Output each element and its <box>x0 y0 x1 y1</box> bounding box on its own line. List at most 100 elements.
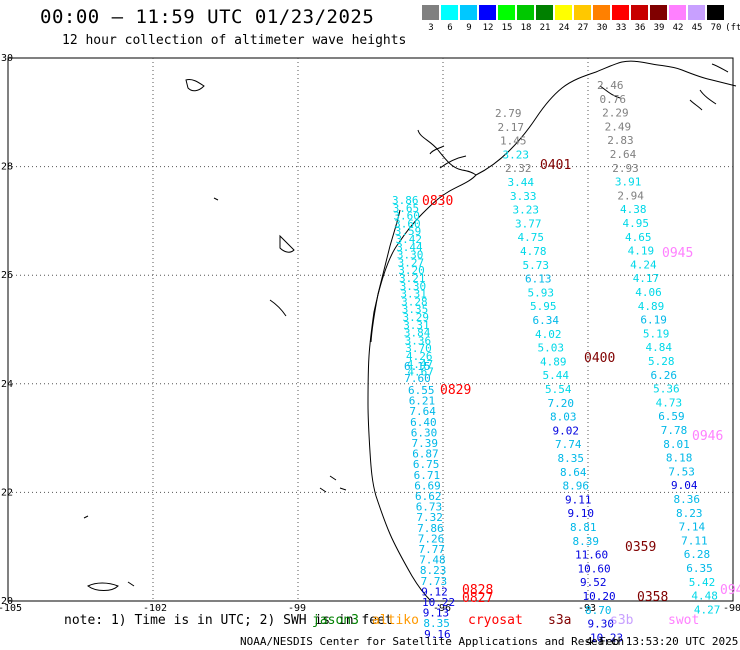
wave-height-point: 8.64 <box>560 466 587 479</box>
wave-height-point: 7.14 <box>679 521 706 534</box>
wave-height-point: 6.73 <box>416 501 443 514</box>
lat-tick-label: 20 <box>1 596 13 607</box>
wave-height-point: 5.28 <box>648 355 675 368</box>
wave-height-point: 3.27 <box>398 256 425 269</box>
wave-height-point: 10.22 <box>422 596 455 609</box>
wave-height-point: 4.26 <box>406 350 433 363</box>
wave-height-point: 8.35 <box>423 617 450 630</box>
wave-height-point: 5.95 <box>530 300 557 313</box>
wave-height-point: 8.39 <box>573 535 600 548</box>
pass-time-label: 0946 <box>692 429 723 444</box>
wave-height-point: 3.23 <box>513 204 540 217</box>
pass-time-label: 0400 <box>584 351 615 366</box>
wave-height-point: 6.13 <box>525 273 552 286</box>
footer-note: note: 1) Time is in UTC; 2) SWH is in fe… <box>64 613 393 628</box>
wave-height-point: 5.03 <box>538 342 565 355</box>
wave-height-point: 6.26 <box>651 369 678 382</box>
color-scale-swatch <box>593 5 610 20</box>
wave-height-point: 2.64 <box>610 148 637 161</box>
wave-height-point: 8.70 <box>585 604 612 617</box>
wave-height-point: 6.30 <box>411 426 438 439</box>
wave-height-point: 3.30 <box>400 280 427 293</box>
wave-height-point: 3.91 <box>615 176 642 189</box>
pass-time-label: 0828 <box>462 583 493 598</box>
wave-height-point: 7.53 <box>668 465 695 478</box>
wave-height-point: 4.89 <box>638 300 665 313</box>
wave-height-point: 5.44 <box>543 369 570 382</box>
color-scale-label: 30 <box>596 23 608 33</box>
wave-height-point: 4.84 <box>646 341 673 354</box>
lon-tick-label: -96 <box>433 603 451 614</box>
lon-tick-label: -102 <box>143 603 167 614</box>
wave-height-point: 4.24 <box>630 258 657 271</box>
color-scale-swatch <box>536 5 553 20</box>
wave-height-point: 9.30 <box>588 618 615 631</box>
wave-height-point: 3.77 <box>515 217 542 230</box>
wave-height-point: 3.31 <box>400 288 427 301</box>
pass-time-label: 0358 <box>637 590 668 605</box>
wave-height-point: 9.02 <box>553 424 580 437</box>
wave-height-point: 3.44 <box>396 241 423 254</box>
wave-height-point: 3.30 <box>397 249 424 262</box>
color-scale-swatch <box>517 5 534 20</box>
color-scale-swatch <box>688 5 705 20</box>
wave-height-point: 10.60 <box>578 562 611 575</box>
color-scale-swatch <box>650 5 667 20</box>
color-scale-label: 6 <box>447 23 453 33</box>
generation-timestamp: 4 Feb 13:53:20 UTC 2025 <box>586 635 739 648</box>
color-scale-swatch <box>612 5 629 20</box>
wave-height-point: 4.65 <box>625 231 652 244</box>
wave-height-point: 8.81 <box>570 521 597 534</box>
wave-height-point: 7.11 <box>681 534 708 547</box>
color-scale-label: 12 <box>482 23 494 33</box>
wave-height-point: 9.16 <box>424 628 451 641</box>
color-scale-swatch <box>669 5 686 20</box>
wave-height-point: 2.93 <box>612 162 639 175</box>
wave-height-point: 8.36 <box>674 493 701 506</box>
wave-height-point: 3.59 <box>395 225 422 238</box>
wave-height-point: 5.73 <box>523 259 550 272</box>
wave-height-point: 4.19 <box>628 245 655 258</box>
wave-height-point: 2.94 <box>617 189 644 202</box>
wave-height-point: 3.60 <box>393 210 420 223</box>
wave-height-point: 5.36 <box>653 383 680 396</box>
wave-height-point: 4.48 <box>691 590 718 603</box>
pass-time-label: 0829 <box>440 383 471 398</box>
lat-tick-label: 30 <box>1 53 13 64</box>
wave-height-point: 2.83 <box>607 134 634 147</box>
wave-height-point: 2.46 <box>597 79 624 92</box>
color-scale-swatch <box>422 5 439 20</box>
wave-height-point: 3.20 <box>398 264 425 277</box>
altimeter-wave-heights: 3.863.653.603.603.593.423.443.303.273.20… <box>392 79 720 644</box>
wave-height-point: 3.23 <box>503 148 530 161</box>
color-scale-swatch <box>460 5 477 20</box>
wave-height-point: 7.86 <box>417 522 444 535</box>
wave-height-point: 6.87 <box>412 448 439 461</box>
color-scale-swatch <box>479 5 496 20</box>
wave-height-point: 1.45 <box>500 135 527 148</box>
satellite-legend-item: altiko <box>372 613 419 628</box>
pass-time-label: 0945 <box>662 246 693 261</box>
wave-height-point: 8.96 <box>563 480 590 493</box>
wave-height-point: 2.17 <box>498 121 525 134</box>
wave-height-point: 7.32 <box>416 511 443 524</box>
wave-height-point: 4.47 <box>407 358 434 371</box>
color-scale-label: 18 <box>520 23 532 33</box>
wave-height-point: 4.95 <box>623 217 650 230</box>
wave-height-point: 2.49 <box>605 120 632 133</box>
wave-height-point: 9.10 <box>568 507 595 520</box>
wave-height-point: 7.39 <box>412 437 439 450</box>
wave-height-point: 10.23 <box>590 631 623 644</box>
wave-height-point: 6.19 <box>640 314 667 327</box>
wave-height-point: 3.33 <box>510 190 537 203</box>
color-scale-label: 33 <box>615 23 627 33</box>
wave-height-point: 3.35 <box>402 303 429 316</box>
lon-tick-label: -105 <box>0 603 22 614</box>
wave-height-point: 3.84 <box>404 327 431 340</box>
wave-height-point: 6.62 <box>415 490 442 503</box>
wave-height-point: 3.86 <box>392 194 419 207</box>
wave-height-point: 5.54 <box>545 383 572 396</box>
wave-height-point: 11.60 <box>575 549 608 562</box>
color-scale-label: 36 <box>634 23 646 33</box>
